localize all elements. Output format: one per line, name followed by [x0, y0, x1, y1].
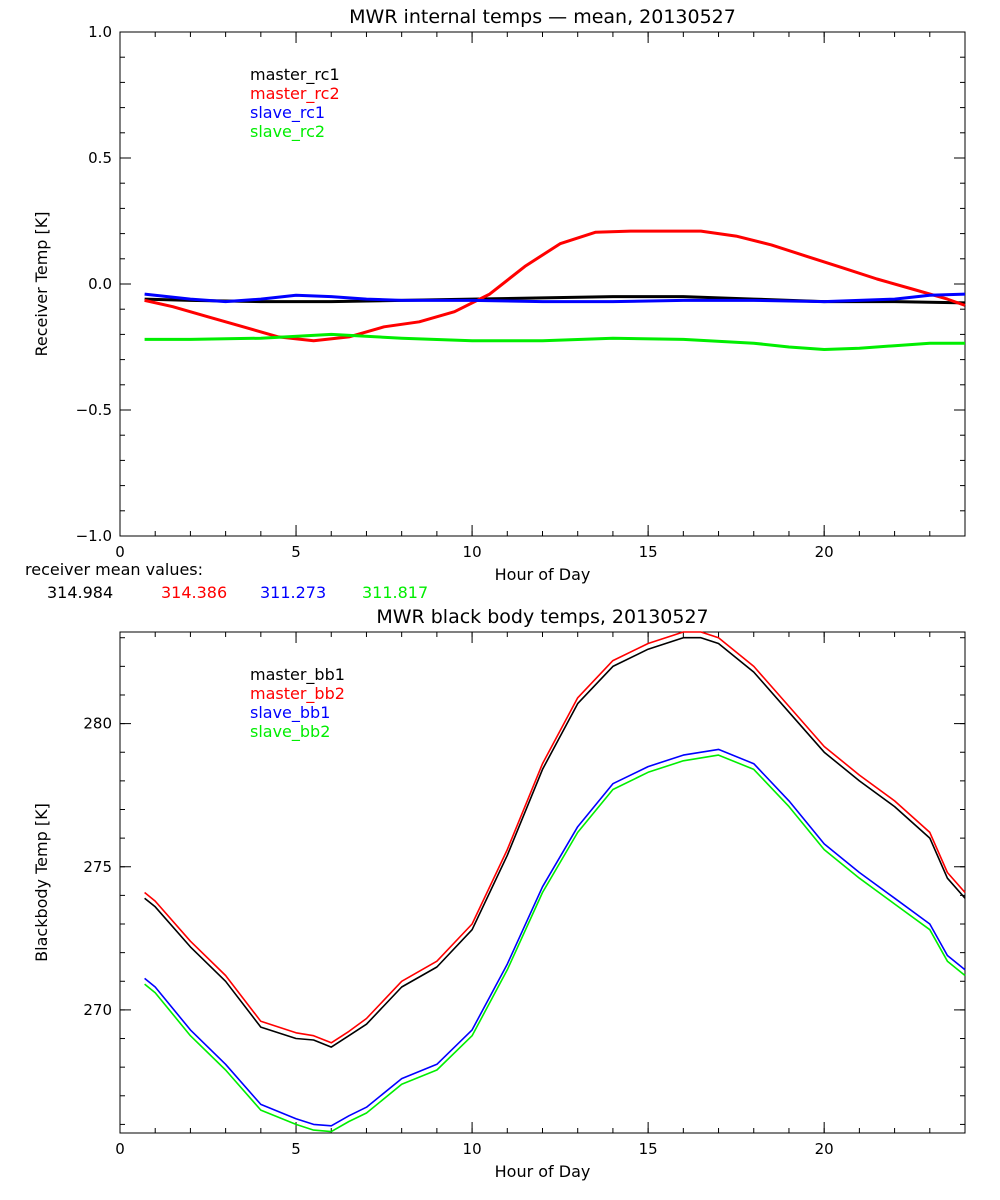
x-tick-label: 0 [115, 1140, 125, 1158]
plot-frame [119, 31, 966, 537]
x-tick-label: 5 [291, 543, 301, 561]
y-axis-label: Blackbody Temp [K] [32, 803, 51, 962]
legend-entry-master-rc2: master_rc2 [250, 84, 340, 104]
series-line-slave-rc2 [144, 332, 965, 351]
y-tick-label: 275 [83, 858, 112, 876]
y-tick-label: 270 [83, 1001, 112, 1019]
series-line-slave-bb2 [144, 754, 966, 1133]
receiver-mean-value: 311.817 [362, 583, 428, 602]
y-tick-label: −0.5 [76, 401, 112, 419]
series-line-slave-rc1 [144, 292, 966, 304]
x-axis-label: Hour of Day [495, 1162, 591, 1181]
receiver-mean-value: 311.273 [260, 583, 326, 602]
y-tick-label: 1.0 [88, 23, 112, 41]
legend-entry-slave-bb1: slave_bb1 [250, 703, 330, 723]
series-line-master-bb1 [144, 636, 966, 1048]
x-tick-label: 10 [463, 1140, 482, 1158]
x-tick-label: 10 [463, 543, 482, 561]
y-tick-label: −1.0 [76, 527, 112, 545]
series-line-slave-bb1 [144, 748, 966, 1127]
receiver-mean-value: 314.984 [47, 583, 113, 602]
x-tick-label: 0 [115, 543, 125, 561]
legend-entry-slave-rc1: slave_rc1 [250, 103, 325, 123]
legend-entry-slave-rc2: slave_rc2 [250, 122, 325, 142]
x-tick-label: 5 [291, 1140, 301, 1158]
x-tick-label: 15 [639, 1140, 658, 1158]
y-axis-label: Receiver Temp [K] [32, 211, 51, 356]
chart-title: MWR internal temps — mean, 20130527 [349, 6, 736, 28]
chart-1: 0 5 10 15 20 −1.0 −0.5 0.0 0.5 1.0 MWR internal te… [32, 6, 966, 584]
chart-2: 0 5 10 15 20 270 275 280 MWR black body temps, 2… [32, 606, 966, 1181]
series-line-master-rc2 [144, 229, 966, 343]
legend-entry-master-bb2: master_bb2 [250, 684, 345, 704]
chart-title: MWR black body temps, 20130527 [376, 606, 708, 628]
legend-entry-slave-bb2: slave_bb2 [250, 722, 330, 742]
x-axis-label: Hour of Day [495, 565, 591, 584]
y-tick-label: 280 [83, 715, 112, 733]
x-tick-label: 20 [815, 1140, 834, 1158]
y-tick-label: 0.0 [88, 275, 112, 293]
series-line-master-bb2 [144, 631, 966, 1044]
receiver-mean-label: receiver mean values: [25, 560, 203, 579]
legend-entry-master-bb1: master_bb1 [250, 665, 345, 685]
plot-frame [119, 631, 966, 1134]
x-tick-label: 15 [639, 543, 658, 561]
x-tick-label: 20 [815, 543, 834, 561]
receiver-mean-value: 314.386 [161, 583, 227, 602]
legend-entry-master-rc1: master_rc1 [250, 65, 340, 85]
receiver-mean-values: receiver mean values: 314.984 314.386 311.2… [25, 560, 428, 602]
y-tick-label: 0.5 [88, 149, 112, 167]
